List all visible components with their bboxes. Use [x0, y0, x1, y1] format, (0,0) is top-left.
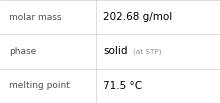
Text: 202.68 g/mol: 202.68 g/mol [103, 12, 173, 22]
Text: solid: solid [103, 46, 128, 57]
Text: (at STP): (at STP) [133, 48, 162, 55]
Text: phase: phase [9, 47, 36, 56]
Text: 71.5 °C: 71.5 °C [103, 81, 143, 91]
Text: molar mass: molar mass [9, 13, 61, 22]
Text: melting point: melting point [9, 81, 70, 90]
